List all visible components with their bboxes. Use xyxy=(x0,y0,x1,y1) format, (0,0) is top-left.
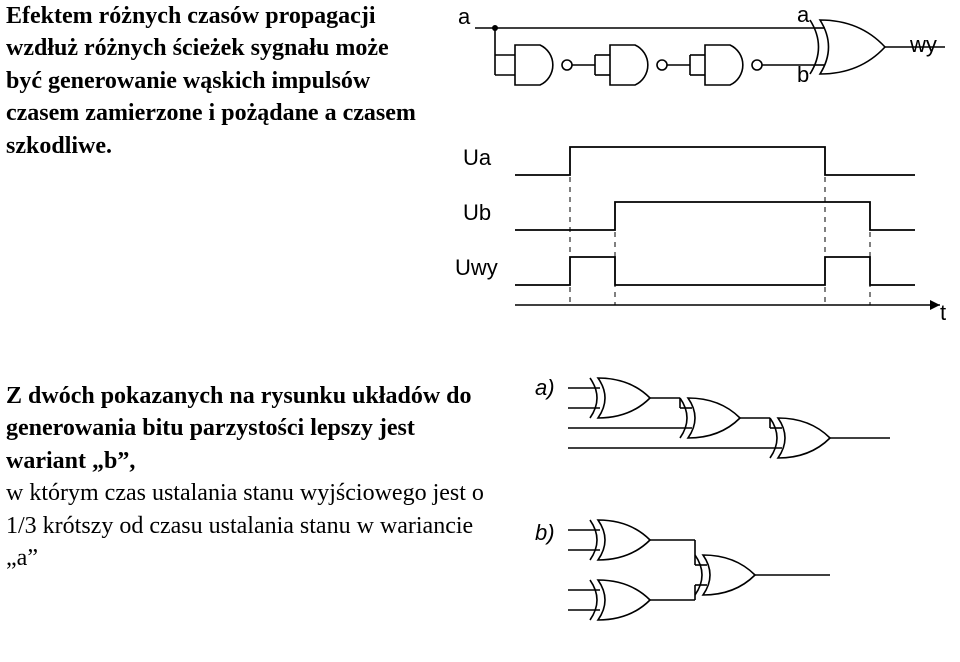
top-paragraph: Efektem różnych czasów propagacji wzdłuż… xyxy=(6,0,426,162)
timing-label-ua: Ua xyxy=(463,145,492,170)
timing-label-ub: Ub xyxy=(463,200,491,225)
circuit-label-a-right: a xyxy=(797,2,810,27)
circuit-label-a-left: a xyxy=(458,4,471,29)
bottom-line2: w którym czas ustalania stanu wyjścioweg… xyxy=(6,480,484,571)
parity-label-a: a) xyxy=(535,375,555,400)
timing-diagram: Ua Ub Uwy t xyxy=(455,135,955,335)
circuit-label-wy: wy xyxy=(909,32,937,57)
timing-label-uwy: Uwy xyxy=(455,255,498,280)
timing-label-t: t xyxy=(940,300,946,325)
parity-diagrams: a) b) xyxy=(530,370,960,660)
bottom-paragraph: Z dwóch pokazanych na rysunku układów do… xyxy=(6,380,496,574)
bottom-line1: Z dwóch pokazanych na rysunku układów do… xyxy=(6,383,472,474)
parity-label-b: b) xyxy=(535,520,555,545)
circuit-diagram: a a b wy xyxy=(455,0,955,130)
